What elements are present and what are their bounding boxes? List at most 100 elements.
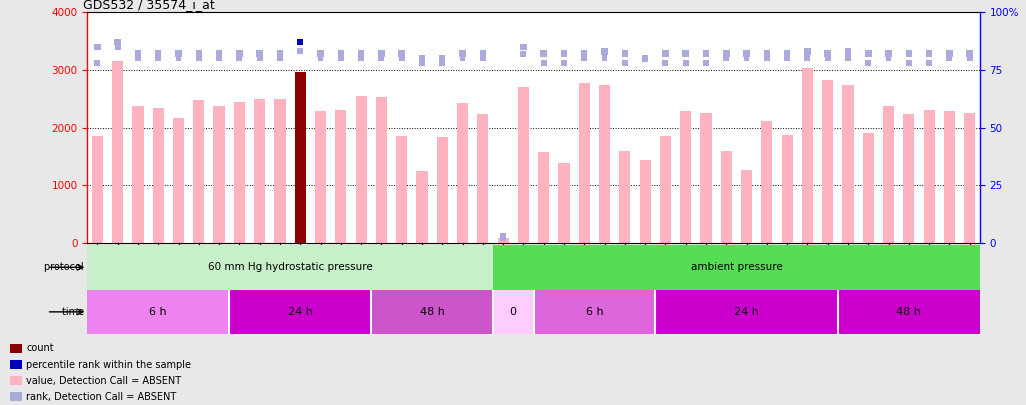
Point [921, 60, 938, 66]
Point [332, 51, 349, 57]
Point [129, 55, 146, 62]
Point [413, 55, 430, 62]
Point [961, 51, 978, 57]
Point [839, 55, 856, 62]
Bar [173, 118, 184, 243]
Text: 6 h: 6 h [586, 307, 603, 317]
Bar [315, 111, 326, 243]
Point [637, 55, 654, 62]
Point [89, 60, 106, 66]
Bar [193, 100, 204, 243]
Point [758, 51, 775, 57]
Point [576, 55, 592, 62]
Point [353, 55, 369, 62]
Bar [579, 83, 590, 243]
Point [617, 60, 633, 66]
Bar [132, 106, 144, 243]
Bar [10, 360, 22, 369]
Bar [822, 80, 833, 243]
Point [758, 55, 775, 62]
Point [332, 55, 349, 62]
Bar [112, 61, 123, 243]
Bar [355, 96, 366, 243]
Bar [153, 108, 164, 243]
Point [312, 55, 328, 62]
Point [677, 51, 694, 57]
Point [739, 55, 755, 62]
Bar [863, 133, 874, 243]
Point [880, 51, 897, 57]
Point [718, 51, 735, 57]
Bar [599, 85, 610, 243]
Point [191, 55, 207, 62]
Point [658, 51, 674, 57]
Point [901, 60, 917, 66]
Point [799, 48, 816, 55]
Bar [801, 68, 813, 243]
Text: percentile rank within the sample: percentile rank within the sample [27, 360, 192, 369]
Bar [538, 152, 549, 243]
Bar [656, 290, 838, 334]
Point [556, 51, 573, 57]
Bar [294, 72, 306, 243]
Point [292, 39, 309, 45]
Point [536, 51, 552, 57]
Point [596, 55, 613, 62]
Text: 0: 0 [510, 307, 517, 317]
Bar [10, 392, 22, 401]
Bar [492, 290, 534, 334]
Point [110, 44, 126, 50]
Point [718, 55, 735, 62]
Point [413, 60, 430, 66]
Point [455, 55, 471, 62]
Bar [498, 238, 509, 243]
Point [312, 51, 328, 57]
Bar [923, 110, 935, 243]
Text: count: count [27, 343, 54, 353]
Point [272, 51, 288, 57]
Point [170, 51, 187, 57]
Bar [213, 106, 225, 243]
Point [515, 51, 531, 57]
Point [170, 55, 187, 62]
Point [475, 51, 491, 57]
Point [839, 48, 856, 55]
Bar [838, 290, 980, 334]
Bar [620, 151, 630, 243]
Point [110, 39, 126, 45]
Point [698, 60, 714, 66]
Text: value, Detection Call = ABSENT: value, Detection Call = ABSENT [27, 376, 182, 386]
Bar [254, 99, 266, 243]
Point [475, 55, 491, 62]
Point [393, 55, 409, 62]
Text: protocol: protocol [44, 262, 87, 272]
Bar [782, 134, 793, 243]
Point [515, 44, 531, 50]
Point [272, 55, 288, 62]
Point [576, 51, 592, 57]
Bar [492, 245, 980, 290]
Text: ambient pressure: ambient pressure [690, 262, 782, 272]
Bar [417, 171, 428, 243]
Bar [234, 102, 245, 243]
Bar [10, 376, 22, 385]
Point [89, 44, 106, 50]
Bar [903, 114, 914, 243]
Point [739, 51, 755, 57]
Point [211, 51, 228, 57]
Bar [680, 111, 692, 243]
Bar [534, 290, 656, 334]
Point [373, 55, 390, 62]
Point [191, 51, 207, 57]
Text: 6 h: 6 h [150, 307, 167, 317]
Point [617, 51, 633, 57]
Bar [701, 113, 712, 243]
Point [860, 60, 876, 66]
Point [677, 60, 694, 66]
Bar [376, 97, 387, 243]
Point [231, 55, 247, 62]
Point [231, 51, 247, 57]
Point [251, 55, 268, 62]
Bar [437, 137, 447, 243]
Point [556, 60, 573, 66]
